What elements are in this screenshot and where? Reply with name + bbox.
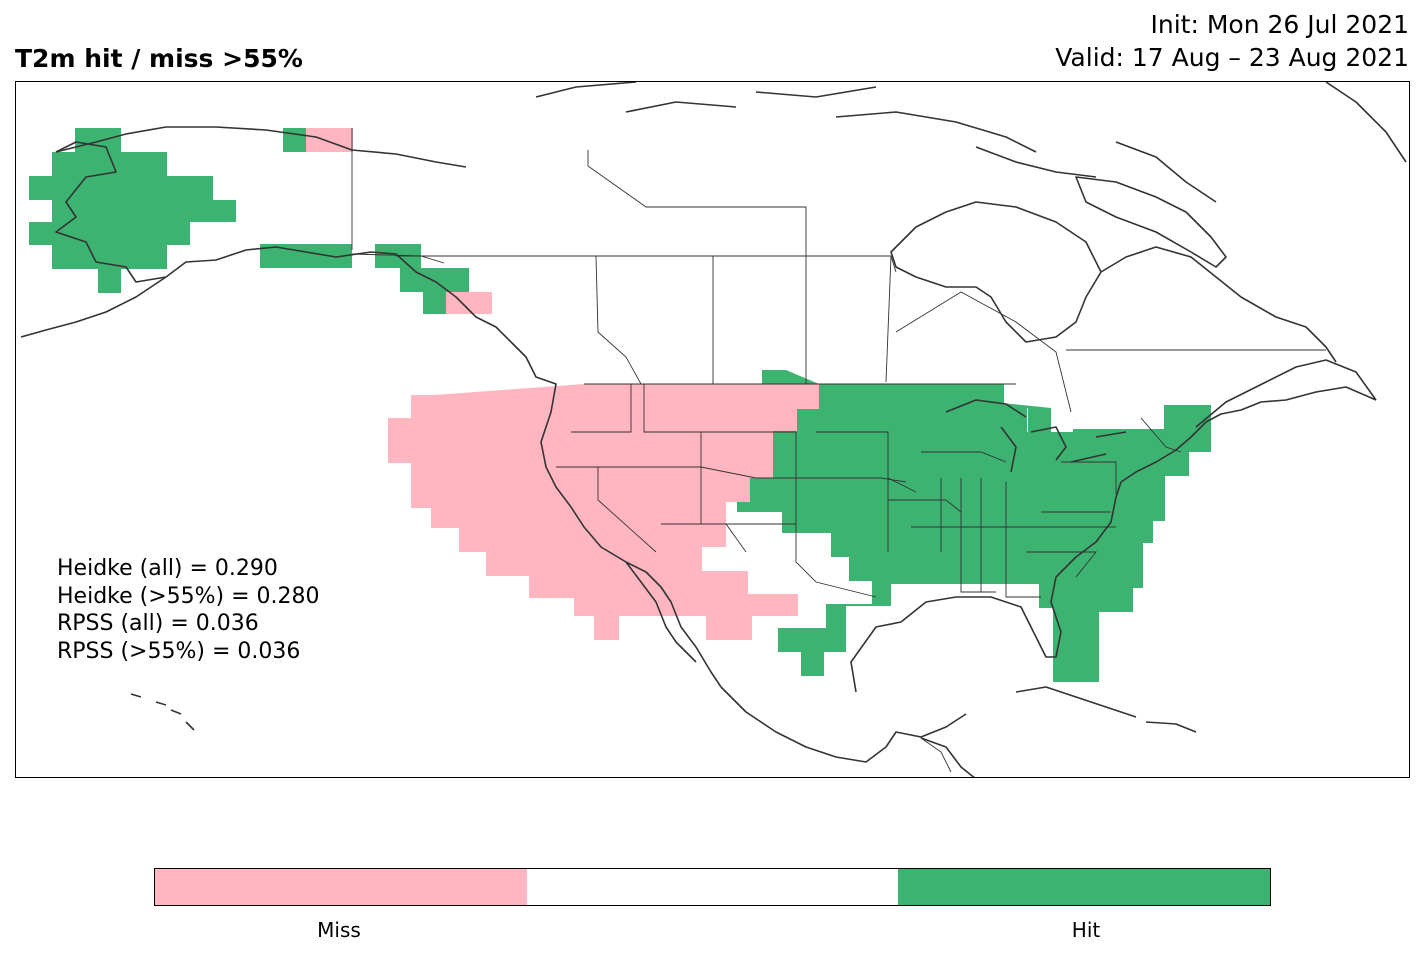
gulf-of-st-lawrence <box>1195 359 1377 428</box>
aleutian-chain <box>20 276 167 338</box>
heidke-55: Heidke (>55%) = 0.280 <box>57 583 320 609</box>
gulf-coast <box>850 576 1062 693</box>
colorbar-hit-segment <box>898 869 1271 905</box>
valid-period: Valid: 17 Aug – 23 Aug 2021 <box>1055 43 1409 72</box>
skill-scores: Heidke (all) = 0.290 Heidke (>55%) = 0.2… <box>57 555 320 665</box>
map-panel <box>15 81 1410 778</box>
hit-region-panhandle <box>375 244 469 314</box>
map-title: T2m hit / miss >55% <box>15 44 303 73</box>
baja-coast <box>625 561 697 663</box>
pacific-coast <box>510 341 722 688</box>
hit-region-alaska <box>29 128 236 293</box>
alaska-north-coast <box>55 126 467 168</box>
arctic-islands <box>535 82 1407 203</box>
miss-region-west-conus <box>388 384 819 640</box>
baffin-island <box>1075 176 1227 268</box>
political-borders <box>351 128 1326 773</box>
hit-region-east-conus <box>693 370 1211 682</box>
central-america <box>920 737 975 777</box>
rpss-55: RPSS (>55%) = 0.036 <box>57 638 301 664</box>
alaska-coast <box>55 141 512 343</box>
hawaii <box>130 693 195 731</box>
colorbar-hit-label: Hit <box>1071 918 1101 942</box>
hit-cells <box>29 128 1211 682</box>
mexico-gulf-coast <box>720 686 967 763</box>
colorbar <box>154 868 1271 906</box>
hudson-bay <box>890 201 1102 343</box>
cuba <box>1015 686 1137 718</box>
map-canvas <box>20 82 1407 777</box>
init-date: Init: Mon 26 Jul 2021 <box>1150 10 1409 39</box>
atlantic-coast <box>1055 386 1377 578</box>
great-lakes <box>945 399 1127 473</box>
colorbar-neutral-segment <box>526 869 899 905</box>
labrador-coast <box>1100 246 1337 363</box>
hit-region-arctic-coast <box>283 128 306 152</box>
hispaniola <box>1145 721 1197 733</box>
heidke-all: Heidke (all) = 0.290 <box>57 556 278 581</box>
hit-region-alaska-south-coast <box>260 244 352 268</box>
colorbar-miss-segment <box>155 869 527 905</box>
colorbar-miss-label: Miss <box>317 918 361 942</box>
rpss-all: RPSS (all) = 0.036 <box>57 611 259 636</box>
coastlines <box>20 82 1407 777</box>
